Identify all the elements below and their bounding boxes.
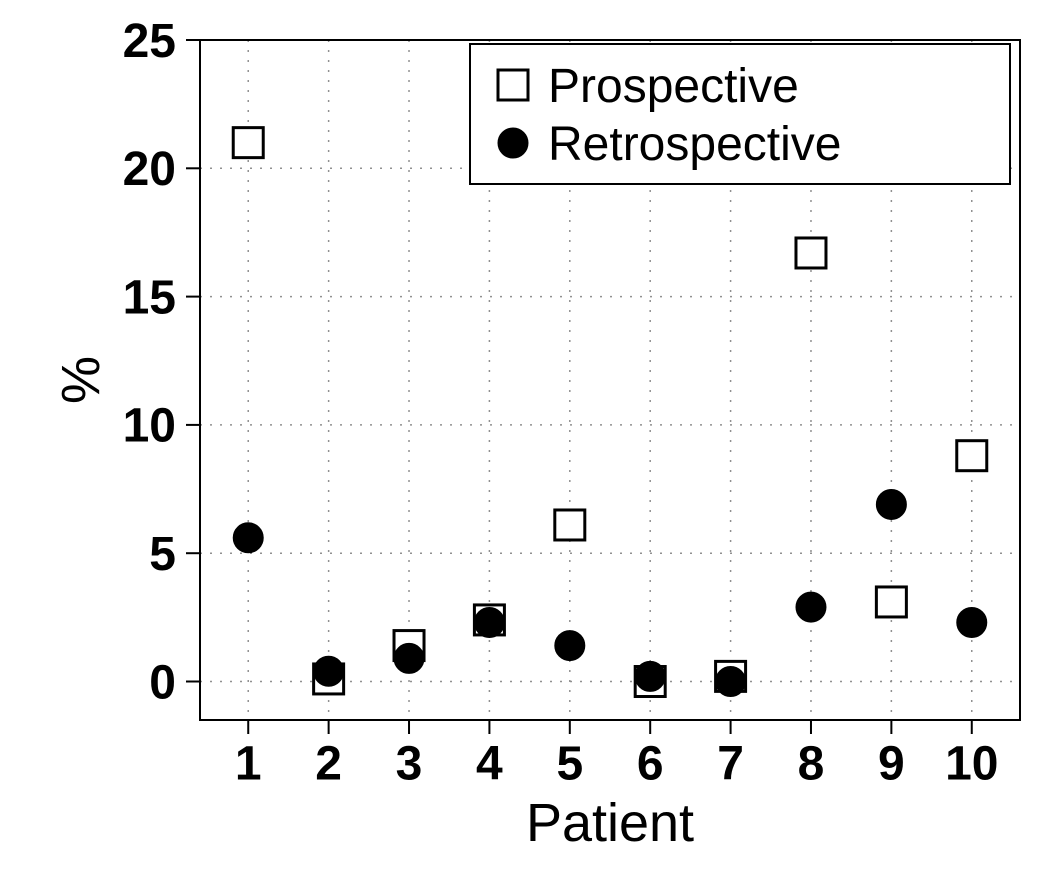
y-tick-label: 0 [149,656,176,709]
y-tick-label: 20 [123,143,176,196]
x-tick-label: 8 [798,738,825,791]
y-tick-label: 25 [123,15,176,68]
scatter-chart: 12345678910Patient0510152025%Prospective… [0,0,1050,881]
x-tick-label: 7 [717,738,744,791]
legend-label: Prospective [548,60,799,113]
y-tick-label: 10 [123,400,176,453]
x-tick-label: 3 [396,738,423,791]
x-axis-label: Patient [526,793,694,853]
y-axis-label: % [51,356,111,404]
x-tick-label: 10 [945,738,998,791]
x-tick-label: 6 [637,738,664,791]
x-tick-label: 1 [235,738,262,791]
x-tick-label: 4 [476,738,503,791]
x-tick-label: 2 [315,738,342,791]
x-tick-label: 5 [556,738,583,791]
legend: ProspectiveRetrospective [470,44,1010,184]
chart-container: 12345678910Patient0510152025%Prospective… [0,0,1050,881]
legend-label: Retrospective [548,118,841,171]
y-tick-label: 5 [149,528,176,581]
x-tick-label: 9 [878,738,905,791]
y-tick-label: 15 [123,271,176,324]
